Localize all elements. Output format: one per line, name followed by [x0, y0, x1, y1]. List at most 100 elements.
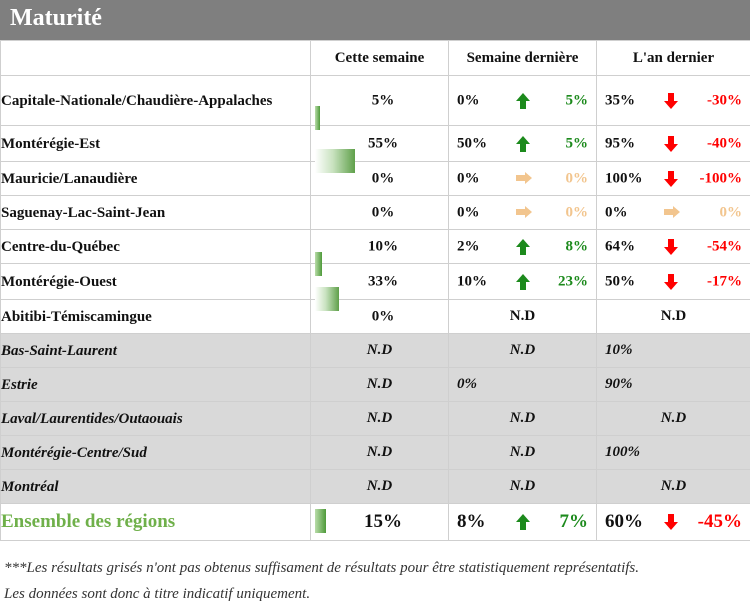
progress-bar [315, 148, 355, 173]
arrow-right-icon [663, 204, 680, 222]
last-year-cell: 100% -100% [596, 161, 750, 196]
header-last-year: L'an dernier [596, 40, 750, 76]
arrow-down-icon [663, 135, 679, 153]
value: 60% [605, 511, 643, 532]
arrow-up-icon [515, 135, 531, 153]
arrow-right-icon [515, 204, 532, 222]
total-row: Ensemble des régions 15% 8% 7% 60% -45% [0, 503, 750, 541]
table-row: Abitibi-Témiscamingue 0% N.D N.D [0, 299, 750, 334]
arrow-up-icon [515, 513, 531, 531]
table-row: Centre-du-Québec 10% 2% 8% 64% -54% [0, 229, 750, 276]
this-week-cell: N.D [310, 333, 449, 368]
difference: 5% [565, 135, 589, 151]
arrow-down-icon [663, 513, 679, 531]
arrow-right-icon [515, 170, 532, 188]
footnote-line-2: Les données sont donc à titre indicatif … [4, 586, 311, 602]
value: 0% [457, 204, 480, 220]
value: 100% [605, 170, 643, 186]
difference: 23% [558, 273, 588, 289]
last-year-cell: N.D [596, 401, 750, 436]
current-value: 15% [364, 511, 402, 532]
current-value: 55% [368, 135, 398, 151]
value: 95% [605, 135, 635, 151]
this-week-cell: 0% [310, 161, 449, 196]
last-year-cell: 35% -30% [596, 75, 750, 126]
table-row: Estrie N.D 0% 90% [0, 367, 750, 402]
arrow-down-icon [663, 238, 679, 256]
value: 10% [457, 273, 487, 289]
this-week-cell: 33% [310, 263, 449, 311]
footnote-line-1: ***Les résultats grisés n'ont pas obtenu… [4, 560, 640, 576]
table-row: Montérégie-Ouest 33% 10% 23% 50% -17% [0, 263, 750, 311]
this-week-cell: 15% [310, 503, 449, 541]
table-row: Montréal N.D N.D N.D [0, 469, 750, 504]
difference: 8% [565, 238, 589, 254]
last-week-cell: N.D [448, 469, 597, 504]
last-week-cell: 8% 7% [448, 503, 597, 541]
header-last-week: Semaine dernière [448, 40, 597, 76]
progress-bar [315, 105, 320, 130]
this-week-cell: 55% [310, 125, 449, 173]
last-year-cell: 50% -17% [596, 263, 750, 300]
last-year-cell: 90% [596, 367, 750, 402]
this-week-cell: N.D [310, 435, 449, 470]
region-name: Saguenay-Lac-Saint-Jean [0, 195, 311, 230]
last-year-cell: N.D [596, 299, 750, 334]
difference: -100% [699, 170, 743, 186]
last-week-cell: 0% 0% [448, 161, 597, 196]
difference: 0% [719, 204, 743, 220]
current-value: 0% [371, 308, 395, 324]
total-name: Ensemble des régions [0, 503, 311, 541]
difference: -40% [707, 135, 742, 151]
region-name: Laval/Laurentides/Outaouais [0, 401, 311, 436]
region-name: Montérégie-Ouest [0, 263, 311, 300]
arrow-up-icon [515, 92, 531, 110]
this-week-cell: N.D [310, 367, 449, 402]
difference: -17% [707, 273, 742, 289]
last-week-cell: N.D [448, 401, 597, 436]
last-year-cell: 64% -54% [596, 229, 750, 264]
header-bar: Maturité [0, 0, 750, 40]
last-year-cell: 100% [596, 435, 750, 470]
last-week-cell: 2% 8% [448, 229, 597, 264]
current-value: 0% [371, 170, 395, 186]
header-this-week: Cette semaine [310, 40, 449, 76]
last-week-cell: N.D [448, 435, 597, 470]
last-year-cell: 0% 0% [596, 195, 750, 230]
this-week-cell: 0% [310, 195, 449, 230]
this-week-cell: 5% [310, 75, 449, 130]
last-year-cell: 10% [596, 333, 750, 368]
difference: 5% [565, 92, 589, 108]
value: 0% [457, 92, 480, 108]
region-name: Capitale-Nationale/Chaudière-Appalaches [0, 75, 311, 126]
page-title: Maturité [10, 5, 102, 31]
value: 2% [457, 238, 480, 254]
difference: -30% [707, 92, 742, 108]
difference: 7% [559, 511, 589, 532]
last-year-cell: 60% -45% [596, 503, 750, 541]
value: 50% [457, 135, 487, 151]
arrow-up-icon [515, 273, 531, 291]
region-name: Montérégie-Est [0, 125, 311, 162]
arrow-down-icon [663, 92, 679, 110]
region-name: Bas-Saint-Laurent [0, 333, 311, 368]
last-week-cell: N.D [448, 299, 597, 334]
current-value: 0% [371, 204, 395, 220]
region-name: Mauricie/Lanaudière [0, 161, 311, 196]
table-row: Laval/Laurentides/Outaouais N.D N.D N.D [0, 401, 750, 436]
region-name: Montérégie-Centre/Sud [0, 435, 311, 470]
table-row: Capitale-Nationale/Chaudière-Appalaches 5… [0, 75, 750, 130]
last-week-cell: 0% [448, 367, 597, 402]
region-name: Centre-du-Québec [0, 229, 311, 264]
progress-bar [315, 251, 322, 276]
current-value: 5% [371, 92, 395, 108]
value: 35% [605, 92, 635, 108]
table-row: Bas-Saint-Laurent N.D N.D 10% [0, 333, 750, 368]
value: 0% [457, 170, 480, 186]
progress-bar [315, 286, 339, 311]
this-week-cell: 10% [310, 229, 449, 276]
difference: 0% [565, 204, 589, 220]
value: 64% [605, 238, 635, 254]
table-row: Saguenay-Lac-Saint-Jean 0% 0% 0% 0% 0% [0, 195, 750, 230]
region-name: Abitibi-Témiscamingue [0, 299, 311, 334]
